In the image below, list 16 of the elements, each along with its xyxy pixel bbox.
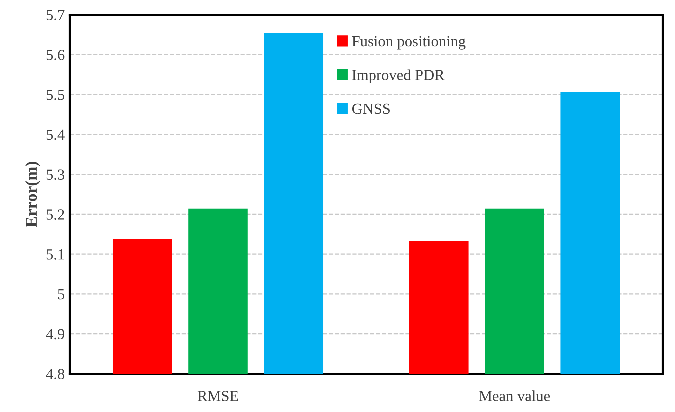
legend-label: Improved PDR <box>352 70 445 84</box>
legend-label: Fusion positioning <box>352 36 466 50</box>
y-tick-label: 5 <box>58 290 65 300</box>
y-tick-label: 5.6 <box>46 50 65 60</box>
y-tick-label: 4.8 <box>46 369 65 380</box>
y-tick-label: 5.5 <box>46 90 65 100</box>
x-tick-label: Mean value <box>479 390 550 402</box>
y-tick-label: 5.7 <box>46 10 65 21</box>
y-tick-label: 4.9 <box>46 329 65 340</box>
y-tick-label: 5.2 <box>46 210 64 220</box>
y-axis-title: Error(m) <box>25 162 40 228</box>
legend-label: GNSS <box>352 104 390 114</box>
y-tick-label: 5.4 <box>46 130 65 140</box>
y-tick-label: 5.3 <box>46 170 65 180</box>
x-tick-label: RMSE <box>198 391 238 402</box>
y-tick-label: 5.1 <box>46 250 64 260</box>
